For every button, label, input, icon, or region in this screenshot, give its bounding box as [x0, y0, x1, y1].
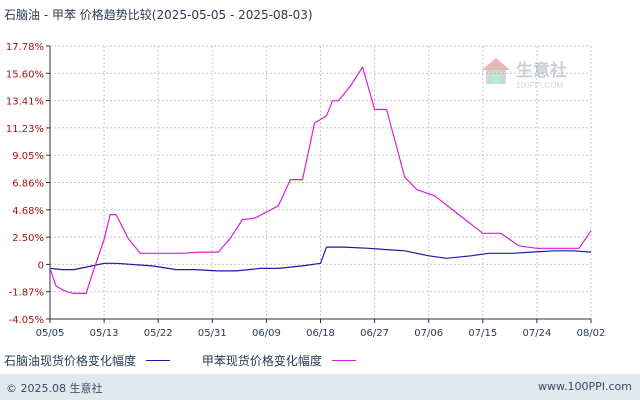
legend-label-series2: 甲苯现货价格变化幅度	[201, 354, 322, 368]
legend-label-series1: 石脑油现货价格变化幅度	[4, 354, 137, 368]
footer-copyright: © 2025.08 生意社	[6, 382, 103, 395]
y-tick-label: 6.86%	[12, 179, 44, 190]
y-tick-label: 4.68%	[12, 206, 44, 217]
x-tick-label: 07/24	[522, 328, 551, 339]
axes	[46, 45, 592, 323]
legend-swatch-series1	[146, 360, 171, 361]
series-line-1	[49, 246, 592, 272]
x-tick-label: 05/22	[144, 328, 173, 339]
y-tick-label: 13.41%	[6, 97, 44, 108]
watermark-url: 100PPI.COM	[516, 81, 563, 90]
y-tick-label: 15.60%	[6, 69, 44, 80]
tick-labels: 17.78% 15.60% 13.41% 11.23% 9.05% 6.86% 4.68% 2…	[6, 42, 606, 339]
x-tick-label: 07/15	[468, 328, 497, 339]
footer-bar: © 2025.08 生意社 www.100PPI.com	[0, 374, 640, 400]
legend-item-series1: 石脑油现货价格变化幅度	[4, 352, 171, 369]
legend-item-series2: 甲苯现货价格变化幅度	[202, 352, 356, 369]
x-tick-label: 06/18	[306, 328, 335, 339]
y-tick-label: -1.87%	[9, 288, 44, 299]
y-tick-label: 2.50%	[12, 233, 44, 244]
y-tick-label: -4.05%	[9, 315, 44, 326]
watermark-brand: 生意社	[516, 60, 567, 80]
y-tick-label: 11.23%	[6, 124, 44, 135]
chart-legend: 石脑油现货价格变化幅度 甲苯现货价格变化幅度	[4, 352, 384, 369]
y-tick-label: 9.05%	[12, 151, 44, 162]
x-tick-label: 06/27	[360, 328, 389, 339]
legend-swatch-series2	[331, 360, 356, 361]
series-line-2	[49, 66, 592, 294]
x-tick-label: 05/05	[36, 328, 65, 339]
x-tick-label: 05/13	[90, 328, 119, 339]
footer-site-link[interactable]: www.100PPI.com	[538, 380, 632, 393]
y-tick-label: 17.78%	[6, 42, 44, 53]
y-tick-label: 0	[38, 260, 44, 271]
x-tick-label: 06/09	[252, 328, 281, 339]
x-tick-label: 05/31	[198, 328, 227, 339]
watermark-logo: 生意社 100PPI.COM	[478, 52, 598, 96]
x-tick-label: 07/06	[414, 328, 443, 339]
chart-title: 石脑油 - 甲苯 价格趋势比较(2025-05-05 - 2025-08-03)	[4, 8, 313, 22]
series-lines	[49, 66, 592, 294]
x-tick-label: 08/02	[577, 328, 606, 339]
